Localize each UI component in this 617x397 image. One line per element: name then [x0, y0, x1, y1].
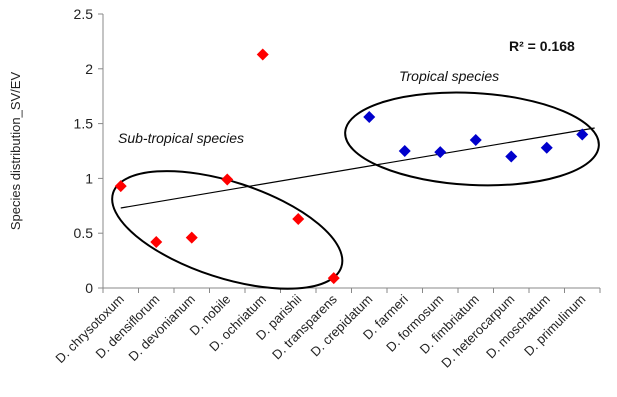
- data-point: [150, 235, 163, 248]
- subtropical-group-label: Sub-tropical species: [118, 130, 244, 146]
- y-tick-label: 2.5: [74, 6, 94, 22]
- data-point: [469, 134, 482, 147]
- y-tick-label: 1: [85, 170, 93, 186]
- data-point: [505, 150, 518, 163]
- data-point: [292, 212, 305, 225]
- y-axis-label: Species distribution_SV/EV: [8, 72, 23, 231]
- data-point: [398, 145, 411, 157]
- subtropical-group-ellipse: [111, 170, 344, 290]
- tropical-group-ellipse: [344, 91, 600, 187]
- data-point: [434, 146, 447, 159]
- y-tick-label: 2: [85, 61, 93, 77]
- y-tick-label: 1.5: [74, 116, 94, 132]
- data-point: [576, 128, 589, 141]
- tropical-group-label: Tropical species: [399, 68, 499, 84]
- r-squared-label: R² = 0.168: [509, 38, 575, 54]
- data-point: [114, 180, 127, 193]
- trendline: [120, 127, 595, 209]
- y-tick-label: 0: [85, 280, 93, 296]
- y-tick-label: 0.5: [74, 225, 94, 241]
- data-point: [256, 48, 269, 61]
- data-point: [221, 173, 234, 186]
- data-point: [185, 231, 198, 244]
- data-point: [363, 111, 376, 124]
- data-point: [540, 141, 553, 154]
- data-point: [327, 272, 340, 285]
